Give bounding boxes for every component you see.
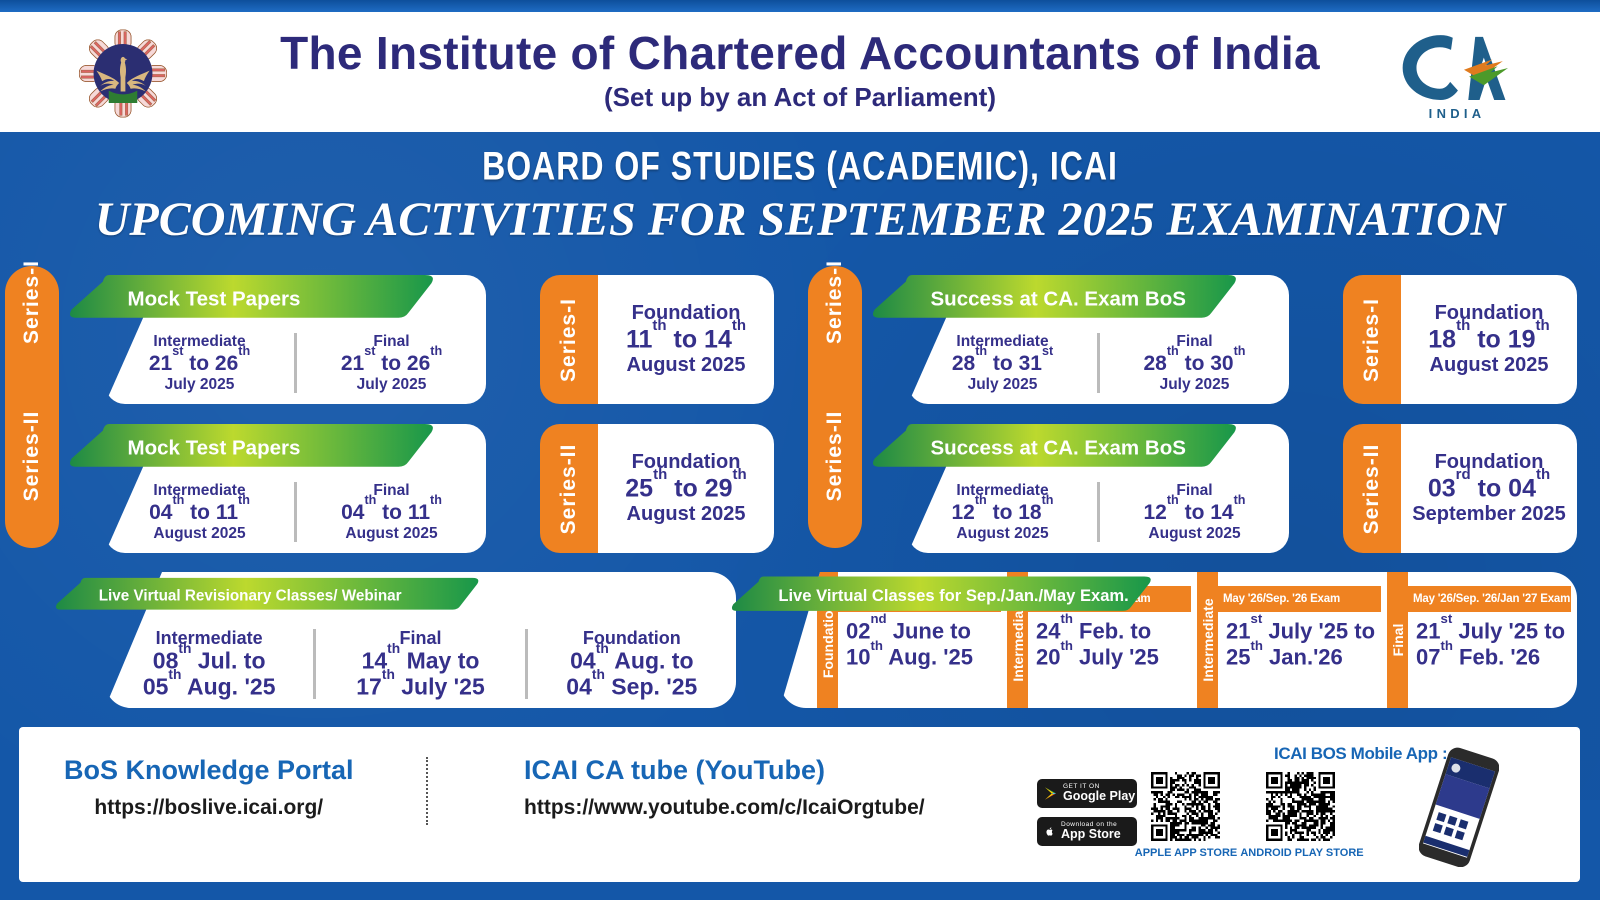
svg-text:Mock Test Papers: Mock Test Papers bbox=[127, 287, 300, 310]
svg-text:Live Virtual Classes for Sep./: Live Virtual Classes for Sep./Jan./May E… bbox=[778, 586, 1128, 605]
svg-text:Success at CA. Exam BoS: Success at CA. Exam BoS bbox=[931, 287, 1186, 310]
svg-text:INDIA: INDIA bbox=[1429, 106, 1486, 121]
svg-text:Mock Test Papers: Mock Test Papers bbox=[127, 436, 300, 459]
svg-text:Success at CA. Exam BoS: Success at CA. Exam BoS bbox=[931, 436, 1186, 459]
svg-text:Live Virtual Revisionary Class: Live Virtual Revisionary Classes/ Webina… bbox=[99, 587, 402, 604]
